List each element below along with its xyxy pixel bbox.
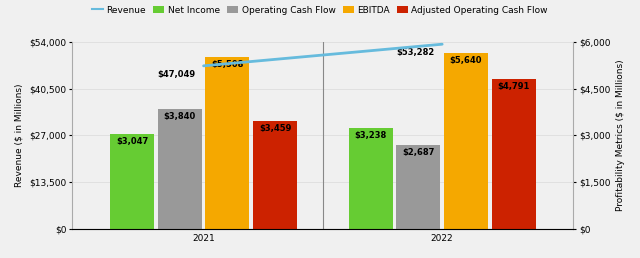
- Bar: [396, 145, 440, 229]
- Text: $3,238: $3,238: [355, 131, 387, 140]
- Text: $47,049: $47,049: [157, 70, 196, 79]
- Y-axis label: Profitability Metrics ($ in Millions): Profitability Metrics ($ in Millions): [616, 60, 625, 211]
- Bar: [205, 57, 250, 229]
- Bar: [158, 109, 202, 229]
- Bar: [444, 53, 488, 229]
- Legend: Revenue, Net Income, Operating Cash Flow, EBITDA, Adjusted Operating Cash Flow: Revenue, Net Income, Operating Cash Flow…: [88, 2, 552, 18]
- Y-axis label: Revenue ($ in Millions): Revenue ($ in Millions): [15, 84, 24, 187]
- Text: $3,840: $3,840: [164, 112, 196, 121]
- Text: $4,791: $4,791: [497, 82, 530, 91]
- Text: $3,459: $3,459: [259, 124, 291, 133]
- Bar: [349, 128, 392, 229]
- Text: $5,640: $5,640: [450, 56, 483, 65]
- Text: $5,508: $5,508: [211, 60, 244, 69]
- Bar: [110, 134, 154, 229]
- Text: $53,282: $53,282: [396, 49, 435, 57]
- Bar: [492, 79, 536, 229]
- Text: $2,687: $2,687: [402, 148, 435, 157]
- Text: $3,047: $3,047: [116, 137, 148, 146]
- Bar: [253, 121, 297, 229]
